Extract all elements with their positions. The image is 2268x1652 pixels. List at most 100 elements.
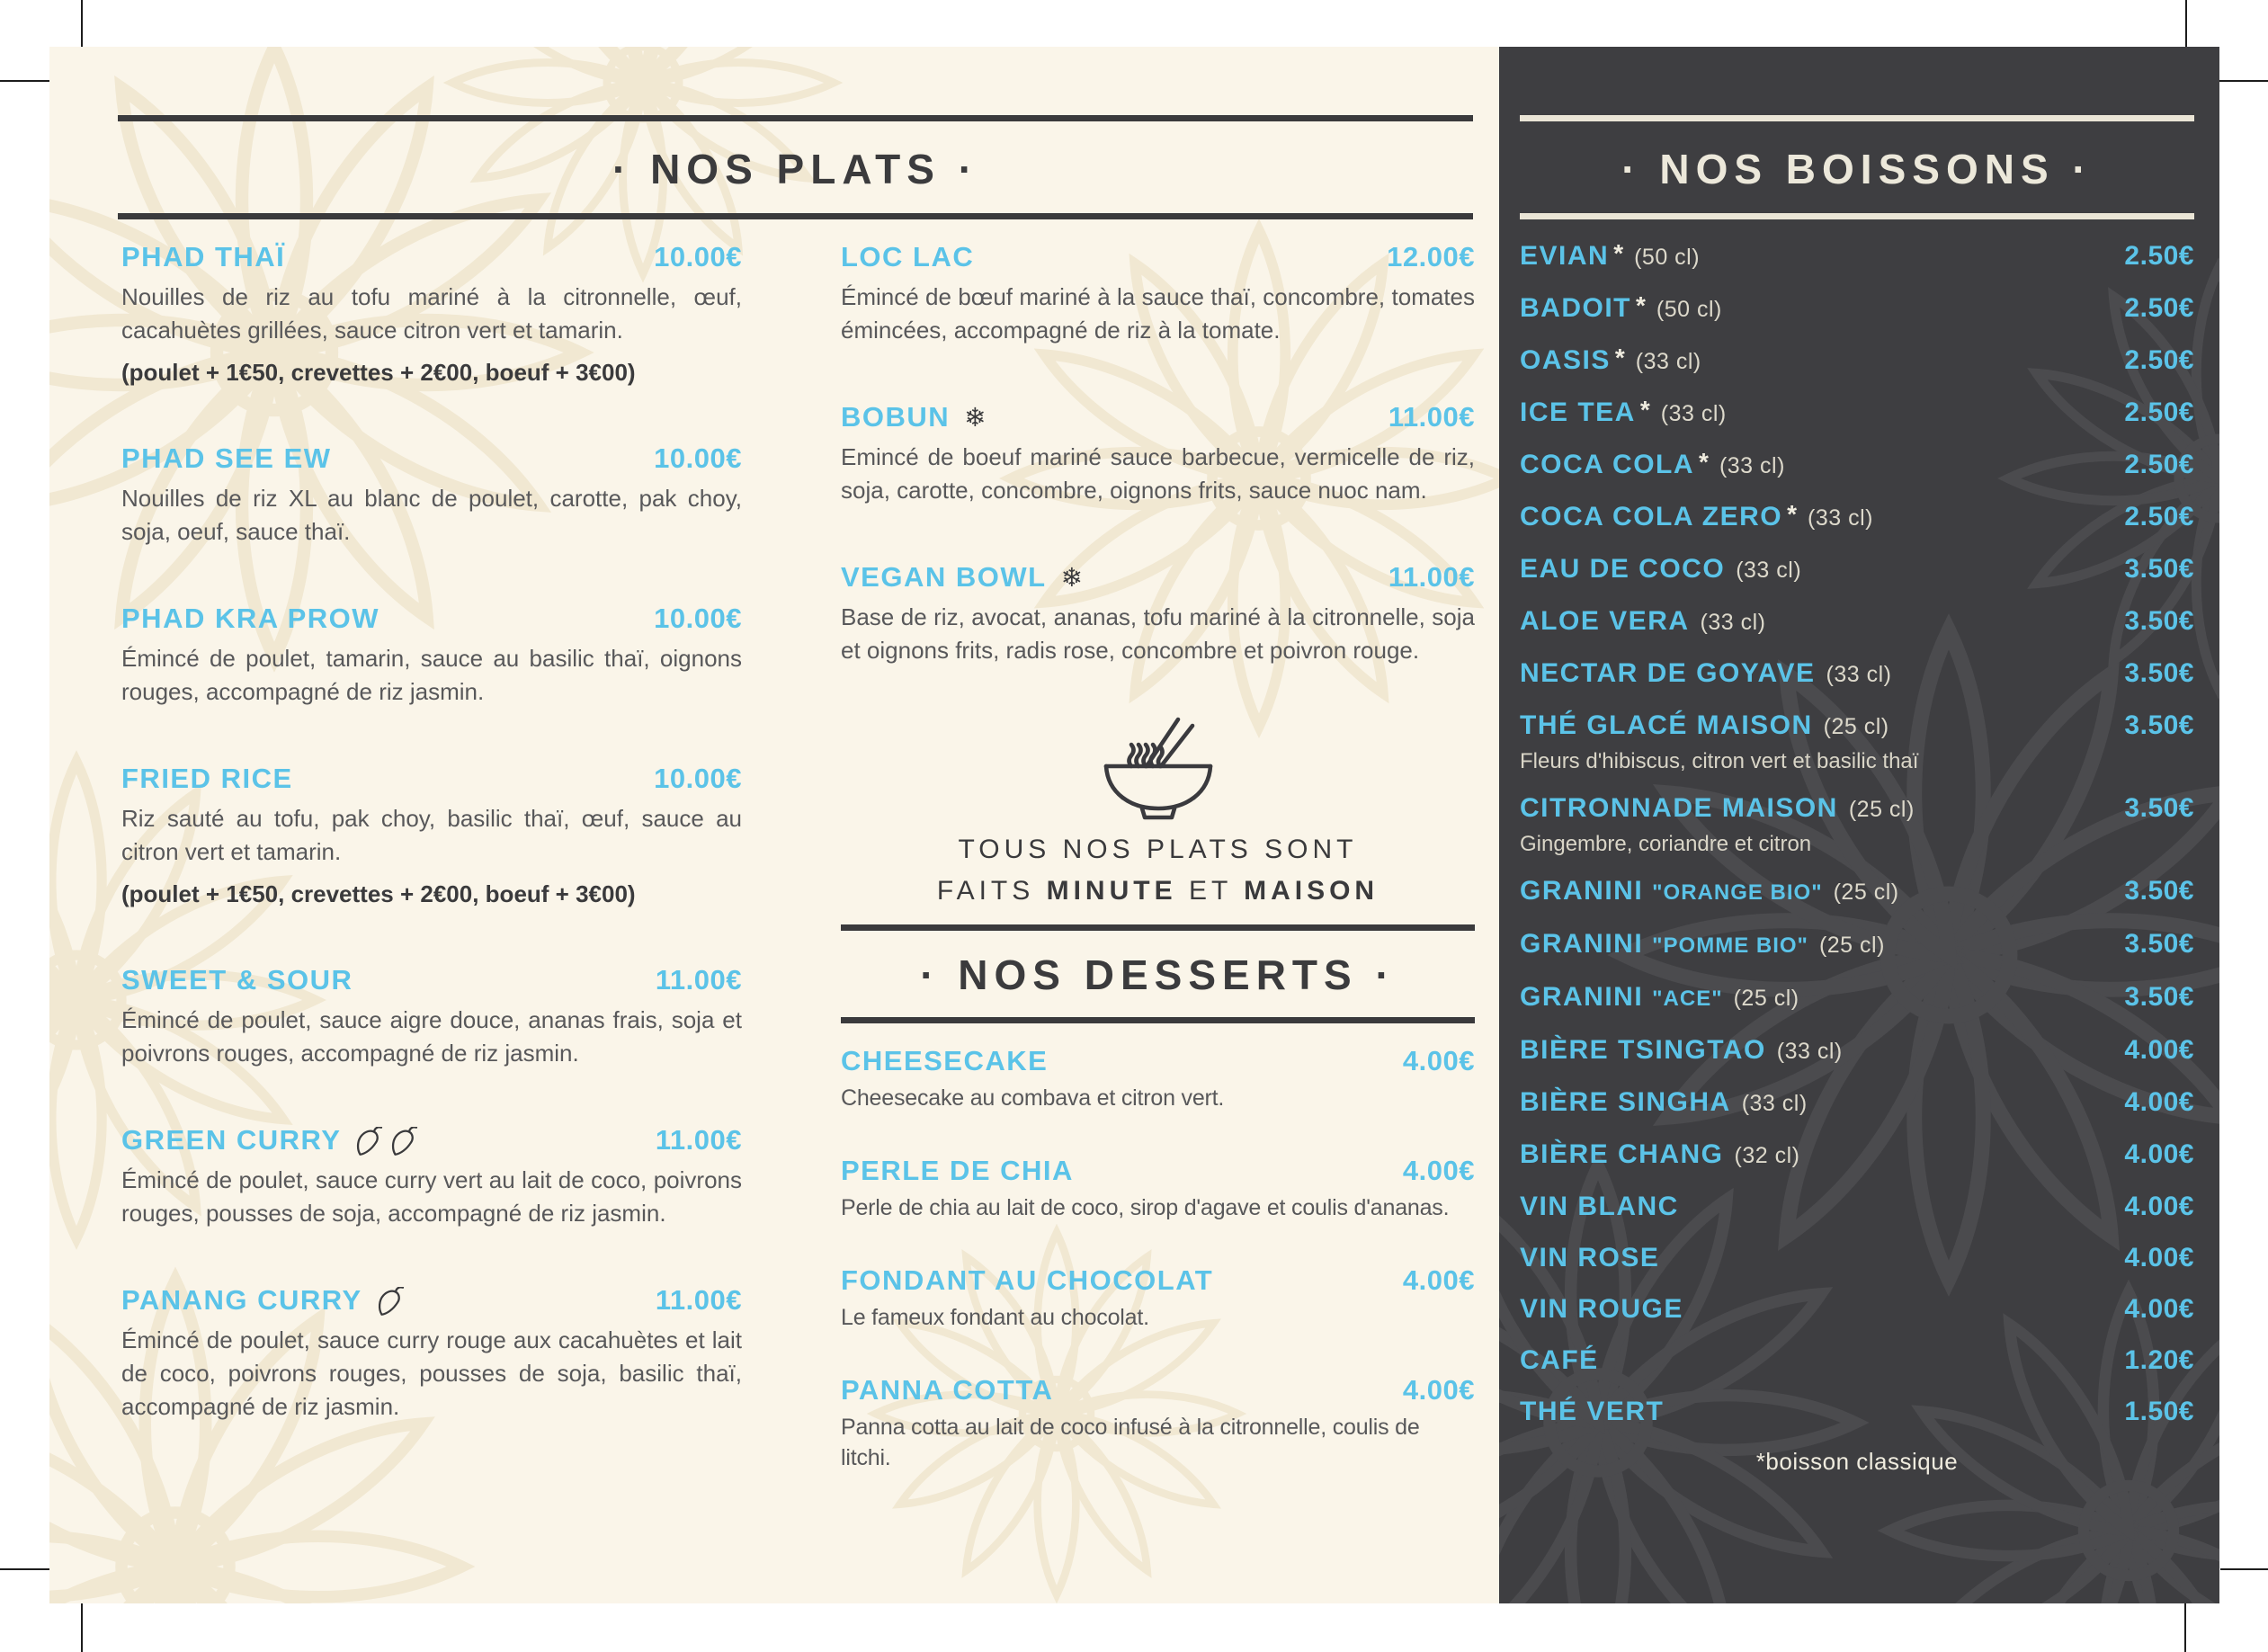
- drink-group: BIÈRE TSINGTAO (33 cl) 4.00€ BIÈRE SINGH…: [1520, 1035, 2194, 1171]
- dish-price: 12.00€: [1387, 241, 1475, 272]
- dish-description: Le fameux fondant au chocolat.: [841, 1305, 1149, 1330]
- drink-name: COCA COLA ZERO: [1520, 502, 1783, 531]
- dish-price: 11.00€: [655, 1124, 742, 1156]
- drink-price: 2.50€: [2124, 450, 2194, 479]
- drink-price: 4.00€: [2124, 1087, 2194, 1117]
- drink-name: GRANINI: [1520, 876, 1644, 906]
- drink-note: Fleurs d'hibiscus, citron vert et basili…: [1520, 749, 1919, 773]
- dish-description: Base de riz, avocat, ananas, tofu mariné…: [841, 603, 1475, 664]
- drink-row: CITRONNADE MAISON (25 cl) 3.50€: [1520, 793, 2194, 825]
- dessert-item: PERLE DE CHIA 4.00€ Perle de chia au lai…: [841, 1155, 1475, 1223]
- drink-price: 1.20€: [2124, 1345, 2194, 1375]
- drink-name: COCA COLA: [1520, 450, 1695, 479]
- crop-mark: [2184, 1583, 2186, 1652]
- plats-section: PHAD THAÏ 10.00€ Nouilles de riz au tofu…: [121, 241, 1475, 1514]
- drink-row: BIÈRE CHANG (32 cl) 4.00€: [1520, 1139, 2194, 1171]
- drink-name: THÉ GLACÉ MAISON: [1520, 710, 1813, 740]
- dish-name: PANNA COTTA: [841, 1374, 1054, 1406]
- note-seg-bold: MINUTE: [1046, 876, 1177, 906]
- drink-name: EAU DE COCO: [1520, 554, 1726, 584]
- drink-name: BADOIT: [1520, 293, 1631, 323]
- drink-size: (25 cl): [1833, 880, 1899, 905]
- dish-price: 4.00€: [1402, 1045, 1475, 1076]
- dessert-item: CHEESECAKE 4.00€ Cheesecake au combava e…: [841, 1045, 1475, 1113]
- dish-item: LOC LAC 12.00€ Émincé de bœuf mariné à l…: [841, 241, 1475, 347]
- crop-mark: [81, 0, 83, 68]
- drink-size: (33 cl): [1808, 505, 1873, 531]
- drink-name: VIN ROUGE: [1520, 1294, 1683, 1324]
- dish-name: PANANG CURRY: [121, 1284, 362, 1316]
- drink-row: GRANINI "POMME BIO" (25 cl) 3.50€: [1520, 929, 2194, 961]
- drink-name: NECTAR DE GOYAVE: [1520, 658, 1816, 688]
- dessert-item: FONDANT AU CHOCOLAT 4.00€ Le fameux fond…: [841, 1264, 1475, 1333]
- drink-price: 3.50€: [2124, 554, 2194, 584]
- drink-name: BIÈRE CHANG: [1520, 1139, 1724, 1169]
- dessert-item: PANNA COTTA 4.00€ Panna cotta au lait de…: [841, 1374, 1475, 1473]
- desserts-header: · NOS DESSERTS ·: [841, 924, 1475, 1023]
- supplement-note: (poulet + 1€50, crevettes + 2€00, boeuf …: [121, 359, 636, 386]
- drinks-list: EVIAN * (50 cl) 2.50€ BADOIT * (50 cl) 2.5…: [1520, 239, 2194, 1476]
- classic-asterisk: *: [1639, 396, 1650, 424]
- drink-name: GRANINI: [1520, 929, 1644, 959]
- dish-price: 10.00€: [654, 442, 742, 474]
- dish-name: BOBUN: [841, 401, 951, 433]
- drink-price: 4.00€: [2124, 1243, 2194, 1272]
- noodle-bowl-icon: [1103, 717, 1212, 820]
- dish-price: 10.00€: [654, 763, 742, 794]
- desserts-section: CHEESECAKE 4.00€ Cheesecake au combava e…: [841, 1045, 1475, 1473]
- dish-description: Perle de chia au lait de coco, sirop d'a…: [841, 1195, 1450, 1220]
- dish-description: Panna cotta au lait de coco infusé à la …: [841, 1415, 1420, 1470]
- drink-row: VIN BLANC 4.00€: [1520, 1192, 2194, 1222]
- dish-description: Émincé de poulet, sauce curry vert au la…: [121, 1166, 742, 1227]
- dish-price: 11.00€: [1388, 401, 1475, 433]
- drink-name: CITRONNADE MAISON: [1520, 793, 1838, 823]
- classic-asterisk: *: [1613, 239, 1624, 267]
- drink-size: (33 cl): [1660, 401, 1727, 426]
- menu-page: · NOS PLATS · PHAD THAÏ 10.00€ Nouilles …: [49, 47, 2219, 1603]
- plats-column-left: PHAD THAÏ 10.00€ Nouilles de riz au tofu…: [121, 241, 742, 1514]
- drink-flavor: "POMME BIO": [1652, 933, 1808, 958]
- crop-mark: [81, 1584, 83, 1652]
- plats-header: · NOS PLATS ·: [118, 115, 1473, 219]
- boissons-header: · NOS BOISSONS ·: [1520, 115, 2194, 219]
- drink-name: ALOE VERA: [1520, 606, 1690, 636]
- note-line2: FAITS MINUTE ET MAISON: [841, 874, 1475, 908]
- drink-group: EVIAN * (50 cl) 2.50€ BADOIT * (50 cl) 2.5…: [1520, 239, 2194, 533]
- drink-price: 3.50€: [2124, 710, 2194, 740]
- dish-price: 4.00€: [1402, 1374, 1475, 1406]
- drink-group: VIN BLANC 4.00€ VIN ROSE 4.00€ VIN ROUGE…: [1520, 1192, 2194, 1325]
- drink-name: BIÈRE TSINGTAO: [1520, 1035, 1766, 1065]
- crop-mark: [2185, 0, 2187, 68]
- dish-price: 10.00€: [654, 603, 742, 634]
- dish-name: LOC LAC: [841, 241, 975, 272]
- divider: [841, 924, 1475, 931]
- drinks-panel: · NOS BOISSONS · EVIAN * (50 cl) 2.50€ BA…: [1499, 47, 2219, 1603]
- drink-price: 2.50€: [2124, 502, 2194, 531]
- drink-flavor: "ACE": [1652, 987, 1723, 1011]
- boissons-section-title: · NOS BOISSONS ·: [1621, 146, 2093, 192]
- drink-price: 1.50€: [2124, 1397, 2194, 1426]
- crop-mark: [2220, 1568, 2268, 1570]
- dish-description: Emincé de boeuf mariné sauce barbecue, v…: [841, 443, 1475, 504]
- dish-name: GREEN CURRY: [121, 1124, 342, 1156]
- classic-asterisk: *: [1699, 448, 1709, 476]
- drink-name: BIÈRE SINGHA: [1520, 1087, 1731, 1117]
- drink-name: GRANINI: [1520, 982, 1644, 1012]
- drink-price: 3.50€: [2124, 793, 2194, 823]
- chili-icon: [357, 1127, 383, 1156]
- dish-name: PERLE DE CHIA: [841, 1155, 1074, 1186]
- divider: [118, 115, 1473, 121]
- drink-group: CAFÉ 1.20€ THÉ VERT 1.50€: [1520, 1345, 2194, 1427]
- drink-name: VIN ROSE: [1520, 1243, 1660, 1272]
- dish-name: VEGAN BOWL: [841, 561, 1047, 593]
- dish-price: 11.00€: [1388, 561, 1475, 593]
- dish-price: 4.00€: [1402, 1155, 1475, 1186]
- dish-price: 4.00€: [1402, 1264, 1475, 1296]
- drink-row: VIN ROSE 4.00€: [1520, 1243, 2194, 1273]
- dish-description: Émincé de poulet, sauce aigre douce, ana…: [121, 1006, 742, 1067]
- drink-name: ICE TEA: [1520, 397, 1636, 427]
- dish-item: BOBUN ❄ 11.00€ Emincé de boeuf mariné sa…: [841, 401, 1475, 507]
- drink-size: (25 cl): [1733, 986, 1799, 1011]
- drink-row: BIÈRE SINGHA (33 cl) 4.00€: [1520, 1087, 2194, 1119]
- drink-row: VIN ROUGE 4.00€: [1520, 1294, 2194, 1325]
